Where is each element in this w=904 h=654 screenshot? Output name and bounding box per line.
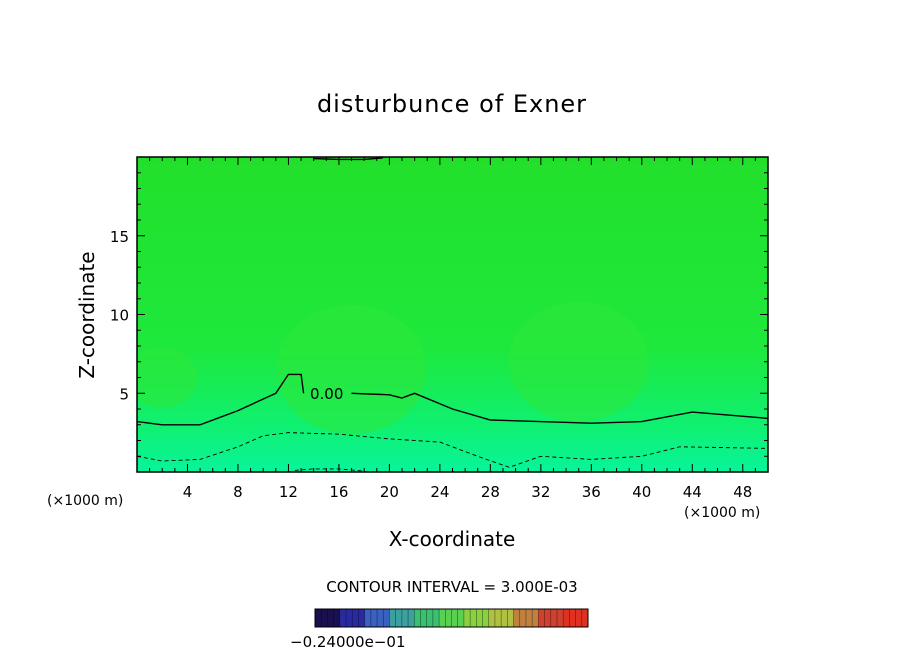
x-tick-label: 12 — [279, 483, 298, 501]
y-axis-label: Z-coordinate — [75, 251, 99, 378]
x-tick-label: 4 — [183, 483, 193, 501]
x-tick-label: 16 — [329, 483, 348, 501]
contour-line — [137, 373, 305, 426]
z-unit-label: (×1000 m) — [47, 493, 123, 509]
x-axis-label: X-coordinate — [389, 527, 516, 551]
x-axis-ticks: 4 8 12 16 20 24 28 32 36 40 44 48 — [149, 157, 756, 501]
contour-line — [137, 432, 768, 468]
z-tick-label: 5 — [119, 385, 129, 403]
x-tick-label: 32 — [531, 483, 550, 501]
z-tick-label: 10 — [110, 307, 129, 325]
x-tick-label: 28 — [481, 483, 500, 501]
contour-line — [351, 392, 768, 424]
x-tick-label: 24 — [430, 483, 449, 501]
x-unit-label: (×1000 m) — [684, 505, 760, 521]
plot-area — [136, 156, 769, 473]
x-tick-label: 48 — [733, 483, 752, 501]
colorbar-frame — [314, 608, 589, 628]
contour-interval-text: CONTOUR INTERVAL = 3.000E-03 — [326, 578, 577, 596]
x-tick-label: 36 — [582, 483, 601, 501]
field-blobs — [137, 301, 649, 435]
x-tick-label: 40 — [632, 483, 651, 501]
field-dome-left — [276, 304, 427, 435]
plot-field — [137, 157, 768, 472]
chart-title: disturbunce of Exner — [317, 90, 587, 118]
x-tick-label: 8 — [233, 483, 243, 501]
x-tick-label: 20 — [380, 483, 399, 501]
field-patch-edge — [137, 347, 198, 408]
z-axis-ticks: 5 10 15 — [110, 172, 768, 457]
contour-label: 0.00 — [310, 385, 343, 403]
x-tick-label: 44 — [683, 483, 702, 501]
z-tick-label: 15 — [110, 228, 129, 246]
colorbar — [314, 608, 589, 628]
colorbar-labels: −0.24000e−01 — [290, 633, 405, 651]
field-dome-right — [508, 301, 649, 422]
